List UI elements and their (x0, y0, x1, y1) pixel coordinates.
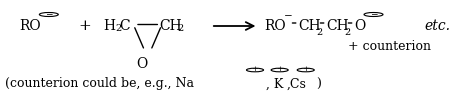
Text: ): ) (317, 78, 321, 90)
Text: 2: 2 (316, 28, 322, 37)
Text: +: + (302, 65, 309, 73)
Text: O: O (355, 19, 366, 33)
Text: −: − (370, 9, 377, 18)
Text: +: + (276, 65, 283, 73)
Text: CH: CH (299, 19, 321, 33)
Text: ,Cs: ,Cs (286, 78, 306, 90)
Text: CH: CH (159, 19, 182, 33)
Text: C: C (119, 19, 130, 33)
Text: 2: 2 (116, 24, 122, 33)
Text: −: − (45, 9, 53, 18)
Text: (counterion could be, e.g., Na: (counterion could be, e.g., Na (5, 78, 194, 90)
Text: +: + (252, 65, 258, 73)
Text: RO: RO (19, 19, 41, 33)
Text: + counterion: + counterion (348, 40, 431, 52)
Text: RO: RO (264, 19, 286, 33)
Text: H: H (103, 19, 115, 33)
Text: CH: CH (327, 19, 349, 33)
Text: O: O (137, 57, 148, 71)
Text: etc.: etc. (424, 19, 450, 33)
Text: −: − (283, 12, 292, 22)
Text: , K: , K (266, 78, 284, 90)
Text: 2: 2 (344, 28, 350, 37)
Text: 2: 2 (178, 24, 184, 33)
Text: +: + (78, 19, 91, 33)
